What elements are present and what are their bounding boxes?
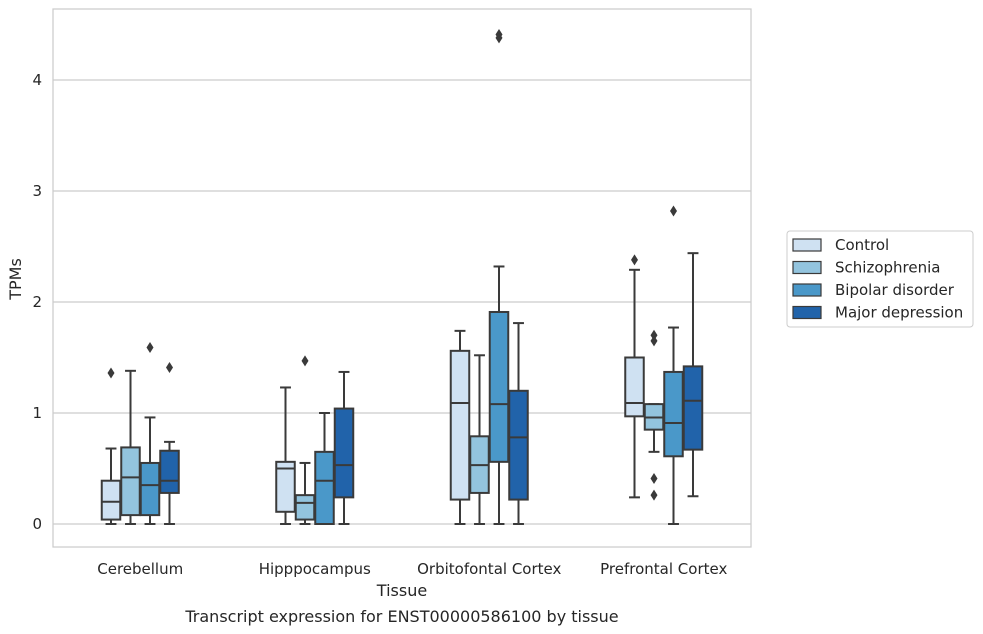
boxes: [100, 28, 704, 526]
outlier-point: [166, 361, 173, 373]
legend-swatch: [792, 305, 822, 320]
legend: Control Schizophrenia Bipolar disorder Majo…: [786, 230, 974, 328]
outlier-point: [301, 355, 309, 367]
y-tick-labels: 0 1 2 3 4: [32, 71, 42, 533]
y-tick-label: 2: [32, 293, 42, 311]
box-major-depression: [159, 361, 180, 525]
box-major-depression: [508, 322, 529, 525]
outlier-point: [146, 342, 154, 354]
legend-label: Bipolar disorder: [835, 281, 955, 299]
x-tick-label: Hipppocampus: [259, 560, 371, 578]
box-body: [508, 389, 529, 501]
box-schizophrenia: [120, 369, 141, 525]
y-axis-title: TPMs: [6, 258, 25, 301]
box-body: [449, 349, 471, 501]
outlier-point: [631, 254, 638, 266]
box-body: [159, 449, 180, 494]
box-body: [333, 407, 355, 499]
box-body: [624, 356, 645, 418]
box-bipolar-disorder: [314, 412, 335, 526]
legend-label: Schizophrenia: [835, 259, 940, 277]
x-tick-label: Prefrontal Cortex: [600, 560, 727, 578]
y-tick-label: 1: [32, 404, 42, 422]
x-tick-label: Cerebellum: [97, 560, 183, 578]
box-schizophrenia: [643, 329, 665, 501]
y-tick-label: 0: [32, 515, 42, 533]
box-control: [449, 329, 471, 525]
outlier-point: [650, 489, 658, 501]
outlier-point: [650, 335, 658, 347]
legend-label: Major depression: [835, 304, 963, 322]
box-bipolar-disorder: [488, 28, 510, 525]
outlier-point: [650, 329, 658, 341]
box-body: [663, 370, 684, 458]
x-tick-labels: Cerebellum Hipppocampus Orbitofontal Corte…: [97, 560, 727, 578]
box-body: [682, 365, 704, 451]
box-major-depression: [682, 252, 704, 498]
legend-label: Control: [835, 236, 889, 254]
outlier-point: [650, 472, 658, 484]
box-body: [120, 446, 141, 517]
y-tick-label: 3: [32, 182, 42, 200]
chart-caption: Transcript expression for ENST0000058610…: [184, 607, 618, 626]
y-tick-label: 4: [32, 71, 42, 89]
x-axis-title: Tissue: [376, 581, 427, 600]
box-major-depression: [333, 370, 355, 525]
box-schizophrenia: [469, 354, 490, 525]
box-body: [275, 460, 296, 513]
legend-swatch: [792, 283, 822, 297]
box-control: [275, 386, 296, 525]
legend-swatch: [792, 260, 822, 275]
box-body: [100, 479, 122, 521]
box-body: [294, 494, 316, 521]
outlier-point: [670, 205, 677, 217]
legend-frame: [786, 230, 974, 328]
box-bipolar-disorder: [663, 205, 684, 525]
box-schizophrenia: [294, 355, 316, 525]
outlier-point: [107, 367, 115, 379]
box-body: [488, 310, 510, 463]
box-control: [100, 367, 122, 525]
box-control: [624, 254, 645, 499]
x-tick-label: Orbitofontal Cortex: [417, 560, 561, 578]
outlier-point: [495, 28, 503, 40]
plot-area: [52, 8, 752, 548]
box-bipolar-disorder: [139, 342, 161, 525]
box-body: [314, 450, 335, 526]
legend-swatch: [792, 238, 822, 252]
box-body: [139, 461, 161, 517]
